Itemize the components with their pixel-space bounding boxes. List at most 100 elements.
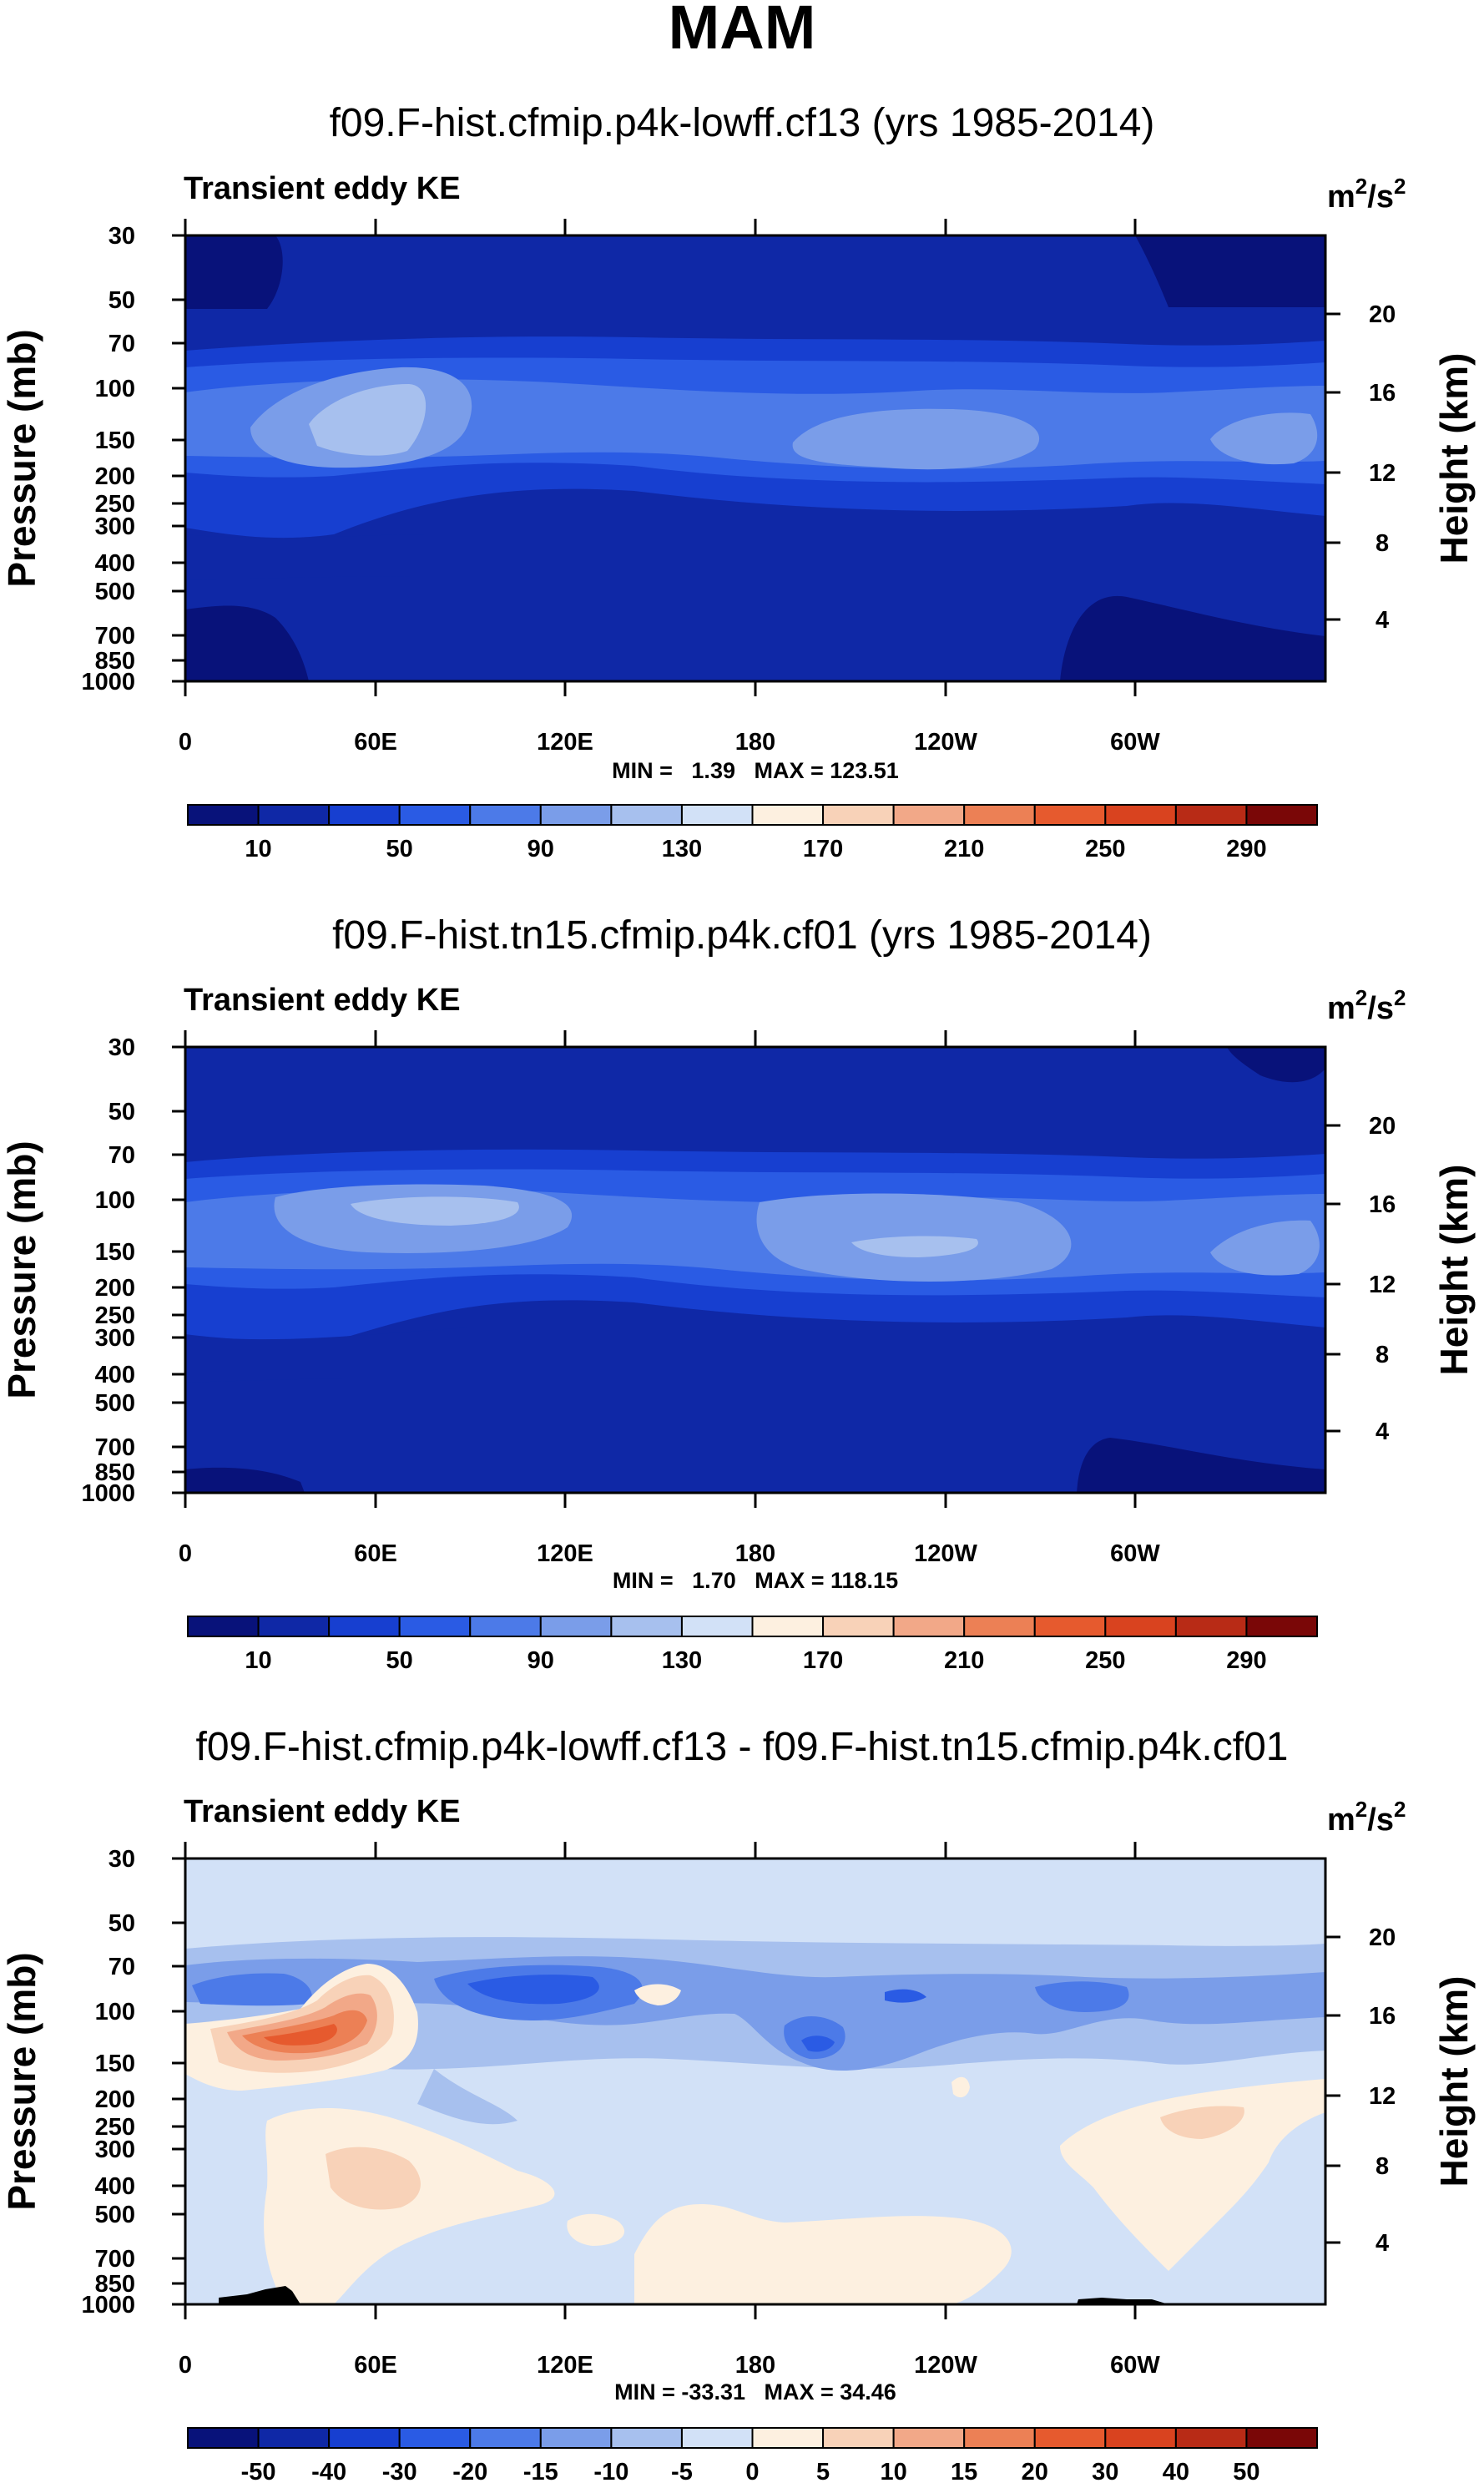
contour-jet-core-west-peak	[351, 1196, 519, 1226]
pressure-tick-label: 100	[95, 1187, 135, 1214]
contour-neg-20-180	[801, 2035, 835, 2052]
pressure-tick-label: 400	[95, 550, 135, 577]
colorbar-swatch	[963, 1616, 1036, 1637]
pressure-tick-label: 200	[95, 463, 135, 490]
pressure-tick-label: 250	[95, 491, 135, 518]
x-tick-label: 0	[179, 1540, 192, 1567]
colorbar-label: 90	[527, 836, 554, 862]
height-tick-label: 12	[1369, 2083, 1396, 2110]
height-tick-label: 16	[1369, 1191, 1396, 1218]
colorbar-swatch	[257, 804, 331, 826]
pressure-tick-label: 500	[95, 1390, 135, 1417]
colorbar-swatch	[187, 2427, 260, 2449]
colorbar-label: 250	[1085, 1647, 1125, 1674]
colorbar-label: 250	[1085, 836, 1125, 862]
panel-1-height-tick-labels: 20 16 12 8 4	[1369, 301, 1396, 634]
colorbar-label: 130	[662, 1647, 702, 1674]
colorbar-swatch	[892, 804, 966, 826]
x-tick-label: 120E	[537, 1540, 593, 1567]
contour-pos-5-tropical	[634, 2204, 1012, 2304]
contour-surface-dark-east	[1077, 1438, 1325, 1493]
contour-jet-core-east-peak	[851, 1236, 978, 1257]
contour-neg-20-east	[885, 1989, 926, 2003]
colorbar-swatch	[822, 1616, 895, 1637]
colorbar-swatch	[1174, 2427, 1248, 2449]
panel-1-ticks	[172, 219, 1340, 696]
panel-1-field-label: Transient eddy KE	[184, 171, 461, 206]
panel-1-x-tick-labels: 0 60E 120E 180 120W 60W	[179, 729, 1161, 756]
pressure-tick-label: 1000	[81, 2292, 135, 2319]
pressure-tick-label: 150	[95, 427, 135, 454]
panel-1-subtitle: f09.F-hist.cfmip.p4k-lowff.cf13 (yrs 198…	[330, 101, 1155, 145]
x-tick-label: 120W	[914, 1540, 977, 1567]
x-tick-label: 0	[179, 2352, 192, 2379]
colorbar-label: -15	[523, 2459, 558, 2483]
contour-pos-10-lower	[326, 2147, 421, 2210]
colorbar-label: -40	[311, 2459, 346, 2483]
panel-3-y-axis-label: Pressure (mb)	[0, 1952, 43, 2210]
panel-2: f09.F-hist.tn15.cfmip.p4k.cf01 (yrs 1985…	[0, 913, 1476, 1674]
contour-pos-10-east	[1160, 2106, 1244, 2139]
colorbar-label: 290	[1226, 1647, 1266, 1674]
contour-pos-5-lower-east	[567, 2213, 625, 2246]
pressure-tick-label: 850	[95, 1459, 135, 1486]
contour-surface-dark	[185, 1467, 305, 1493]
panel-3: f09.F-hist.cfmip.p4k-lowff.cf13 - f09.F-…	[0, 1725, 1476, 2483]
colorbar-swatch	[1033, 1616, 1107, 1637]
colorbar-label: 50	[386, 1647, 413, 1674]
colorbar-swatch	[751, 804, 825, 826]
pressure-tick-label: 150	[95, 2051, 135, 2077]
panel-2-colorbar: 10 50 90 130 170 210 250 290	[187, 1616, 1318, 1674]
contour-pos-5-east-patch	[951, 2076, 970, 2098]
panel-1-plot	[185, 235, 1325, 681]
pressure-tick-label: 1000	[81, 1480, 135, 1507]
contour-pos-5-east	[1060, 2079, 1325, 2271]
panel-2-ticks	[172, 1030, 1340, 1508]
colorbar-label: 90	[527, 1647, 554, 1674]
x-tick-label: 0	[179, 729, 192, 756]
colorbar-swatch	[539, 2427, 613, 2449]
contour-jet-core-west-peak	[309, 384, 427, 456]
colorbar-label: 50	[1233, 2459, 1259, 2483]
pressure-tick-label: 500	[95, 579, 135, 605]
pressure-tick-label: 30	[109, 223, 135, 250]
panel-2-height-tick-labels: 20 16 12 8 4	[1369, 1113, 1396, 1445]
colorbar-label: 170	[803, 836, 843, 862]
contour-midtrop-dark	[185, 1327, 467, 1383]
colorbar-swatch	[822, 804, 895, 826]
colorbar-swatch	[892, 2427, 966, 2449]
x-tick-label: 180	[735, 729, 775, 756]
pressure-tick-label: 70	[109, 1142, 135, 1169]
pressure-tick-label: 850	[95, 648, 135, 675]
pressure-tick-label: 200	[95, 1275, 135, 1302]
colorbar-swatch	[1104, 2427, 1177, 2449]
panel-3-y2-axis-label: Height (km)	[1432, 1976, 1476, 2187]
contour-surface-dark	[185, 605, 309, 681]
colorbar-swatch	[680, 2427, 754, 2449]
colorbar-label: 0	[745, 2459, 759, 2483]
colorbar-swatch	[680, 804, 754, 826]
height-tick-label: 8	[1375, 1342, 1389, 1368]
colorbar-swatch	[398, 2427, 472, 2449]
colorbar-swatch	[1245, 804, 1318, 826]
pressure-tick-label: 1000	[81, 669, 135, 695]
colorbar-swatch	[751, 1616, 825, 1637]
x-tick-label: 180	[735, 1540, 775, 1567]
x-tick-label: 60W	[1110, 729, 1160, 756]
colorbar-label: 15	[951, 2459, 977, 2483]
colorbar-label: -20	[452, 2459, 487, 2483]
panel-3-pressure-tick-labels: 30 50 70 100 150 200 250 300 400 500 700…	[81, 1846, 135, 2319]
topography-east	[1077, 2298, 1169, 2304]
pressure-tick-label: 70	[109, 331, 135, 357]
colorbar-label: 210	[944, 1647, 984, 1674]
colorbar-swatch	[539, 804, 613, 826]
colorbar-label: 130	[662, 836, 702, 862]
colorbar-label: 290	[1226, 836, 1266, 862]
panel-2-units: m2/s2	[1327, 985, 1406, 1026]
contour-stratosphere-dark-east	[1227, 1047, 1325, 1083]
colorbar-label: 210	[944, 836, 984, 862]
panel-3-field-label: Transient eddy KE	[184, 1794, 461, 1829]
colorbar-label: -5	[671, 2459, 693, 2483]
colorbar-label: -30	[382, 2459, 417, 2483]
